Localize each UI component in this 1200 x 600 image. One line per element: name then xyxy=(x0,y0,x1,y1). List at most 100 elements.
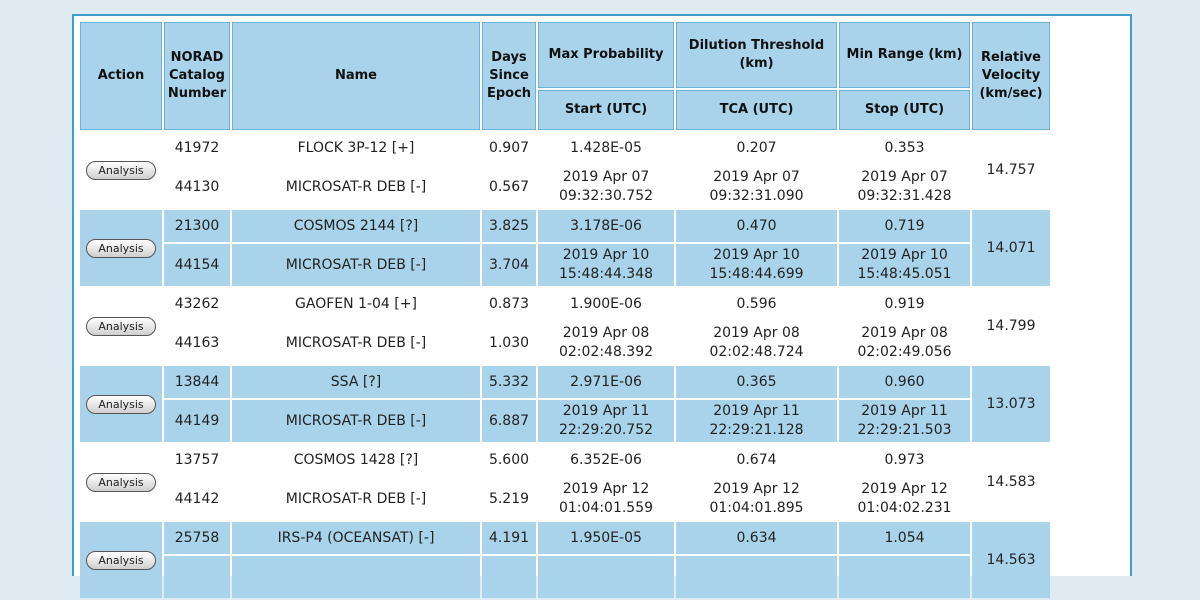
stop-time: 2019 Apr 08 02:02:49.056 xyxy=(839,322,970,364)
days-since-epoch: 0.873 xyxy=(482,288,536,320)
start-time-date: 2019 Apr 08 xyxy=(562,325,650,341)
dilution-threshold: 0.674 xyxy=(676,444,837,476)
relative-velocity: 14.583 xyxy=(972,444,1050,520)
object-name: MICROSAT-R DEB [-] xyxy=(232,478,480,520)
start-time: 2019 Apr 11 22:29:20.752 xyxy=(538,400,674,442)
conjunction-table: Action NORAD Catalog Number Name Days Si… xyxy=(78,20,1052,600)
tca-time: 2019 Apr 10 15:48:44.699 xyxy=(676,244,837,286)
analysis-button[interactable]: Analysis xyxy=(86,238,156,258)
table-row: Analysis 21300 COSMOS 2144 [?] 3.825 3.178E-… xyxy=(80,210,1050,286)
stop-time-date: 2019 Apr 10 xyxy=(861,247,948,263)
stop-time-clock: 09:32:31.428 xyxy=(857,188,952,204)
tca-time-date: 2019 Apr 08 xyxy=(713,325,800,341)
min-range: 0.960 xyxy=(839,366,970,398)
norad-number: 44163 xyxy=(164,322,230,364)
object-name: MICROSAT-R DEB [-] xyxy=(232,400,480,442)
header-max-probability: Max Probability xyxy=(538,22,674,88)
object-name: MICROSAT-R DEB [-] xyxy=(232,244,480,286)
analysis-button[interactable]: Analysis xyxy=(86,316,156,336)
norad-number: 43262 xyxy=(164,288,230,320)
stop-time-date: 2019 Apr 08 xyxy=(861,325,948,341)
dilution-threshold: 0.596 xyxy=(676,288,837,320)
tca-time: 2019 Apr 11 22:29:21.128 xyxy=(676,400,837,442)
start-time-date: 2019 Apr 12 xyxy=(562,481,650,497)
dilution-threshold: 0.365 xyxy=(676,366,837,398)
header-stop: Stop (UTC) xyxy=(839,90,970,130)
analysis-button[interactable]: Analysis xyxy=(86,394,156,414)
object-name xyxy=(232,556,480,598)
table-row: 44149 MICROSAT-R DEB [-] 6.887 2019 Apr 11 2… xyxy=(80,400,1050,442)
table-row xyxy=(80,556,1050,598)
header-action: Action xyxy=(80,22,162,130)
days-since-epoch xyxy=(482,556,536,598)
norad-number: 44154 xyxy=(164,244,230,286)
header-relative-velocity: Relative Velocity (km/sec) xyxy=(972,22,1050,130)
relative-velocity: 14.563 xyxy=(972,522,1050,598)
norad-number: 25758 xyxy=(164,522,230,554)
max-probability: 1.428E-05 xyxy=(538,132,674,164)
tca-time: 2019 Apr 12 01:04:01.895 xyxy=(676,478,837,520)
norad-number: 41972 xyxy=(164,132,230,164)
analysis-button[interactable]: Analysis xyxy=(86,472,156,492)
tca-time xyxy=(676,556,837,598)
dilution-threshold: 0.470 xyxy=(676,210,837,242)
tca-time: 2019 Apr 07 09:32:31.090 xyxy=(676,166,837,208)
start-time-date: 2019 Apr 10 xyxy=(562,247,650,263)
object-name: MICROSAT-R DEB [-] xyxy=(232,322,480,364)
table-row: Analysis 13844 SSA [?] 5.332 2.971E-06 0.365 0… xyxy=(80,366,1050,442)
min-range: 0.919 xyxy=(839,288,970,320)
days-since-epoch: 0.907 xyxy=(482,132,536,164)
action-cell: Analysis xyxy=(80,288,162,364)
stop-time-date: 2019 Apr 11 xyxy=(861,403,948,419)
header-tca: TCA (UTC) xyxy=(676,90,837,130)
stop-time: 2019 Apr 11 22:29:21.503 xyxy=(839,400,970,442)
stop-time: 2019 Apr 12 01:04:02.231 xyxy=(839,478,970,520)
norad-number xyxy=(164,556,230,598)
max-probability: 1.900E-06 xyxy=(538,288,674,320)
start-time-clock: 09:32:30.752 xyxy=(558,188,654,204)
relative-velocity: 14.757 xyxy=(972,132,1050,208)
days-since-epoch: 0.567 xyxy=(482,166,536,208)
norad-number: 13844 xyxy=(164,366,230,398)
days-since-epoch: 5.332 xyxy=(482,366,536,398)
table-row: 44130 MICROSAT-R DEB [-] 0.567 2019 Apr 07 0… xyxy=(80,166,1050,208)
tca-time-date: 2019 Apr 11 xyxy=(713,403,800,419)
header-name: Name xyxy=(232,22,480,130)
action-cell: Analysis xyxy=(80,444,162,520)
action-cell: Analysis xyxy=(80,210,162,286)
stop-time-clock: 22:29:21.503 xyxy=(857,422,952,438)
min-range: 0.973 xyxy=(839,444,970,476)
days-since-epoch: 5.219 xyxy=(482,478,536,520)
analysis-button[interactable]: Analysis xyxy=(86,550,156,570)
start-time-date: 2019 Apr 11 xyxy=(562,403,650,419)
stop-time: 2019 Apr 07 09:32:31.428 xyxy=(839,166,970,208)
action-cell: Analysis xyxy=(80,132,162,208)
analysis-button[interactable]: Analysis xyxy=(86,160,156,180)
tca-time-clock: 01:04:01.895 xyxy=(709,500,804,516)
tca-time-clock: 09:32:31.090 xyxy=(709,188,804,204)
start-time: 2019 Apr 08 02:02:48.392 xyxy=(538,322,674,364)
tca-time-date: 2019 Apr 07 xyxy=(713,169,800,185)
stop-time-clock: 02:02:49.056 xyxy=(857,344,952,360)
max-probability: 3.178E-06 xyxy=(538,210,674,242)
days-since-epoch: 1.030 xyxy=(482,322,536,364)
stop-time-clock: 15:48:45.051 xyxy=(857,266,952,282)
table-row: 44142 MICROSAT-R DEB [-] 5.219 2019 Apr 12 0… xyxy=(80,478,1050,520)
conjunction-table-panel: Action NORAD Catalog Number Name Days Si… xyxy=(72,14,1132,598)
table-row: Analysis 43262 GAOFEN 1-04 [+] 0.873 1.900E-… xyxy=(80,288,1050,364)
object-name: MICROSAT-R DEB [-] xyxy=(232,166,480,208)
tca-time-date: 2019 Apr 10 xyxy=(713,247,800,263)
stop-time: 2019 Apr 10 15:48:45.051 xyxy=(839,244,970,286)
relative-velocity: 14.799 xyxy=(972,288,1050,364)
dilution-threshold: 0.207 xyxy=(676,132,837,164)
relative-velocity: 14.071 xyxy=(972,210,1050,286)
min-range: 0.353 xyxy=(839,132,970,164)
norad-number: 44149 xyxy=(164,400,230,442)
start-time-date: 2019 Apr 07 xyxy=(562,169,650,185)
tca-time: 2019 Apr 08 02:02:48.724 xyxy=(676,322,837,364)
start-time-clock: 02:02:48.392 xyxy=(558,344,654,360)
conjunction-table-body: Analysis 41972 FLOCK 3P-12 [+] 0.907 1.428E-… xyxy=(80,132,1050,598)
start-time-clock: 15:48:44.348 xyxy=(558,266,654,282)
stop-time-date: 2019 Apr 12 xyxy=(861,481,948,497)
min-range: 0.719 xyxy=(839,210,970,242)
